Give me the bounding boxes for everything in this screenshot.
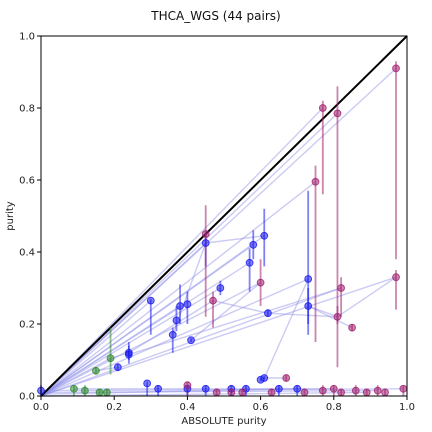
data-point [311, 177, 320, 186]
link-line [40, 235, 265, 397]
data-point [168, 330, 177, 339]
link-line [40, 107, 324, 397]
data-point [92, 366, 100, 375]
data-point [238, 388, 247, 397]
data-point [183, 381, 192, 390]
plot-frame [40, 35, 408, 397]
x-tick-label: 0.8 [326, 402, 342, 413]
data-point [183, 300, 192, 309]
link-line [40, 242, 207, 397]
data-point [392, 64, 400, 73]
data-point [348, 323, 357, 332]
data-point [362, 388, 371, 397]
data-point [143, 379, 152, 388]
data-point [351, 386, 360, 395]
link-line [40, 357, 111, 397]
data-point [256, 278, 265, 287]
data-point [201, 384, 210, 393]
data-point [318, 386, 327, 395]
data-point [70, 384, 78, 393]
link-line [128, 300, 214, 354]
data-point [392, 273, 400, 282]
link-line [205, 235, 265, 244]
link-line [40, 262, 250, 397]
data-point [304, 302, 313, 310]
data-point [318, 104, 327, 112]
data-point [282, 374, 291, 382]
plot-area: 0.0 0.2 0.4 0.6 0.8 1.0 0.0 0.2 0.4 0.6 0.8 1.0 [19, 32, 415, 414]
data-point [249, 240, 258, 249]
link-line [267, 312, 338, 318]
y-tick-label: 0.6 [19, 176, 35, 187]
data-point [154, 384, 163, 393]
y-tick-label: 1.0 [19, 32, 35, 43]
data-point [337, 388, 346, 397]
data-point [227, 388, 236, 397]
data-point [304, 275, 313, 283]
y-tick-label: 0.4 [19, 248, 35, 259]
link-line [40, 391, 367, 397]
data-point [216, 284, 225, 292]
chart-title: THCA_WGS (44 pairs) [150, 9, 280, 23]
data-point [264, 309, 272, 318]
link-line [40, 300, 152, 397]
x-tick-label: 0.4 [179, 402, 195, 413]
data-point [260, 374, 269, 382]
data-point [146, 296, 155, 305]
data-point [245, 258, 254, 267]
data-point [381, 388, 389, 397]
data-point [333, 109, 342, 118]
data-point [212, 388, 221, 397]
data-point [373, 386, 382, 395]
data-point [275, 384, 283, 393]
y-tick-label: 0.2 [19, 320, 35, 331]
link-line [337, 276, 397, 318]
y-tick-label: 0.0 [19, 392, 35, 403]
data-point [333, 312, 342, 321]
data-point [176, 302, 184, 310]
link-line [212, 299, 269, 314]
data-point [399, 384, 408, 393]
data-point [187, 336, 195, 345]
data-point [201, 230, 210, 238]
x-tick-label: 0.2 [106, 402, 122, 413]
data-point [209, 296, 217, 305]
data-point [106, 354, 115, 363]
data-point [293, 384, 302, 393]
data-point [81, 386, 89, 395]
data-point [95, 388, 104, 397]
data-point [113, 363, 122, 372]
link-line [40, 244, 254, 397]
data-point [201, 239, 210, 247]
data-point [337, 284, 346, 292]
link-line [307, 305, 338, 318]
link-line [128, 287, 342, 356]
data-point [329, 384, 338, 393]
link-line [40, 281, 261, 397]
data-point [172, 316, 181, 325]
x-axis-label: ABSOLUTE purity [181, 416, 266, 427]
link-line [40, 112, 338, 397]
link-line [263, 278, 309, 379]
x-tick-label: 0.0 [33, 402, 49, 413]
data-point [124, 350, 133, 359]
identity-line [40, 35, 408, 397]
x-tick-label: 0.6 [253, 402, 269, 413]
link-line [40, 181, 316, 397]
data-point [102, 388, 111, 397]
y-tick-label: 0.8 [19, 104, 35, 115]
data-point [260, 231, 269, 240]
data-point [300, 388, 309, 397]
data-point [267, 388, 276, 397]
x-tick-label: 1.0 [399, 402, 415, 413]
y-axis-label: purity [5, 201, 16, 230]
link-line [190, 282, 262, 341]
